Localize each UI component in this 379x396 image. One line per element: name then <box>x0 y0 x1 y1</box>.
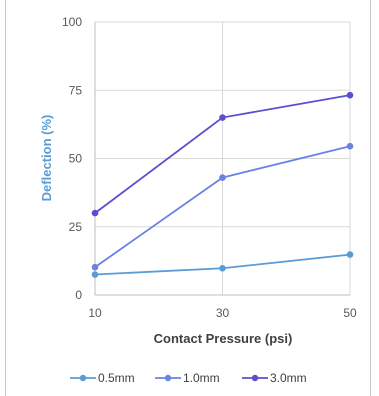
data-point <box>346 91 354 99</box>
data-point <box>91 209 99 217</box>
legend-item-1.0mm: 1.0mm <box>155 371 220 385</box>
x-axis-title: Contact Pressure (psi) <box>154 331 293 346</box>
x-tick-label: 50 <box>343 306 357 320</box>
x-tick-labels: 10 30 50 <box>88 306 357 320</box>
legend-label: 0.5mm <box>98 371 135 385</box>
legend: 0.5mm 1.0mm 3.0mm <box>70 371 307 385</box>
data-point <box>346 251 354 258</box>
y-tick-labels: 0 25 50 75 100 <box>62 15 82 302</box>
x-tick-label: 10 <box>88 306 102 320</box>
y-tick-label: 50 <box>69 152 83 166</box>
legend-marker <box>251 374 259 382</box>
legend-item-3.0mm: 3.0mm <box>242 371 307 385</box>
y-tick-label: 100 <box>62 15 82 29</box>
legend-label: 1.0mm <box>183 371 220 385</box>
series <box>91 91 354 278</box>
right-border <box>370 0 371 396</box>
axes <box>94 22 350 296</box>
gridlines <box>95 21 351 295</box>
data-point <box>91 263 99 271</box>
x-tick-label: 30 <box>216 306 230 320</box>
data-point <box>219 174 226 181</box>
y-axis-title: Deflection (%) <box>39 115 54 202</box>
series-1.0mm <box>91 142 354 271</box>
legend-marker <box>79 374 87 382</box>
series-0.5mm <box>91 251 354 278</box>
y-tick-label: 25 <box>69 220 83 234</box>
legend-label: 3.0mm <box>270 371 307 385</box>
data-point <box>346 142 354 150</box>
data-point <box>219 114 226 121</box>
data-point <box>91 271 99 278</box>
y-tick-label: 0 <box>75 288 82 302</box>
legend-item-0.5mm: 0.5mm <box>70 371 135 385</box>
left-border <box>5 0 6 396</box>
legend-marker <box>164 374 172 382</box>
data-point <box>219 264 226 272</box>
y-tick-label: 75 <box>69 83 83 97</box>
series-3.0mm <box>91 91 354 217</box>
